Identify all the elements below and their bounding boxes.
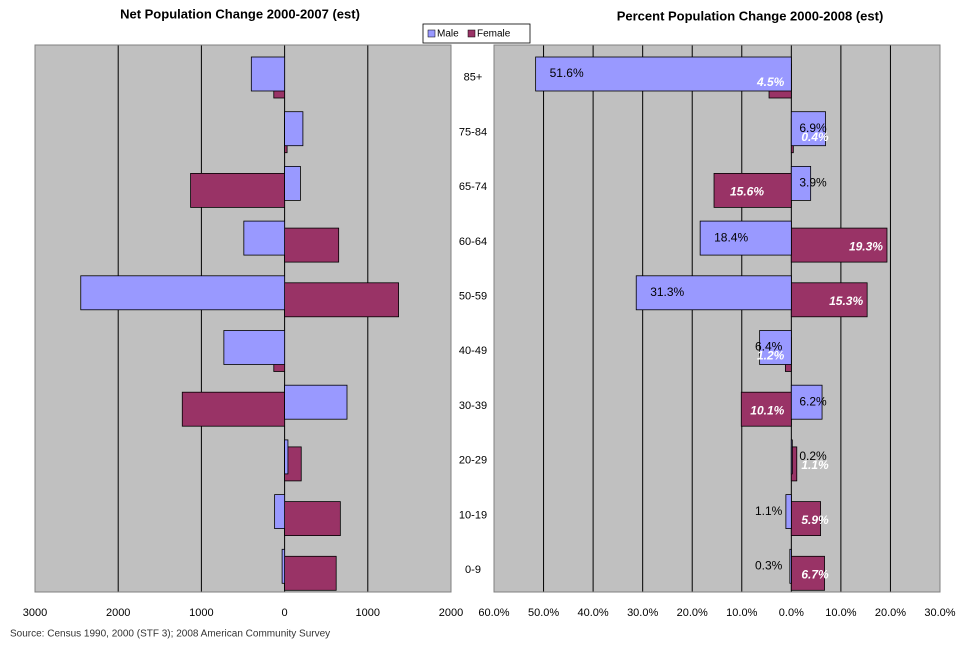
bar bbox=[284, 501, 341, 537]
category-label: 40-49 bbox=[459, 345, 487, 357]
value-label: 15.3% bbox=[829, 294, 863, 308]
x-tick-label: 2000 bbox=[106, 607, 130, 619]
category-label: 0-9 bbox=[465, 564, 481, 576]
legend bbox=[422, 23, 531, 44]
x-tick-label: 1000 bbox=[356, 607, 380, 619]
bar bbox=[790, 555, 825, 591]
bar bbox=[284, 439, 289, 475]
value-label: 10.1% bbox=[750, 403, 784, 417]
x-tick-label: 3000 bbox=[23, 607, 47, 619]
chart-title: Percent Population Change 2000-2008 (est… bbox=[617, 8, 884, 23]
bar bbox=[699, 220, 792, 256]
category-label: 30-39 bbox=[459, 400, 487, 412]
value-label: 5.9% bbox=[801, 513, 829, 527]
value-label: 1.1% bbox=[755, 504, 783, 518]
category-label: 65-74 bbox=[459, 181, 487, 193]
category-label: 85+ bbox=[464, 72, 483, 84]
category-label: 75-84 bbox=[459, 126, 487, 138]
category-label: 10-19 bbox=[459, 509, 487, 521]
value-label: 1.1% bbox=[801, 458, 829, 472]
legend-label: Female bbox=[477, 29, 511, 40]
bar bbox=[284, 282, 399, 318]
chart-title: Net Population Change 2000-2007 (est) bbox=[120, 6, 360, 21]
bar bbox=[243, 220, 286, 256]
plot-background bbox=[494, 45, 940, 592]
legend-swatch bbox=[427, 29, 436, 38]
value-label: 1.2% bbox=[757, 349, 785, 363]
x-tick-label: 10.0% bbox=[825, 607, 856, 619]
category-label: 60-64 bbox=[459, 236, 487, 248]
source-note: Source: Census 1990, 2000 (STF 3); 2008 … bbox=[10, 629, 330, 640]
bar bbox=[284, 111, 304, 147]
bar bbox=[190, 172, 285, 208]
x-tick-label: 40.0% bbox=[578, 607, 609, 619]
x-tick-label: 2000 bbox=[439, 607, 463, 619]
bar bbox=[284, 555, 337, 591]
legend-swatch bbox=[467, 29, 476, 38]
value-label: 6.4% bbox=[755, 340, 783, 354]
bar bbox=[790, 227, 888, 263]
x-tick-label: 1000 bbox=[189, 607, 213, 619]
x-tick-label: 50.0% bbox=[528, 607, 559, 619]
value-label: 3.9% bbox=[799, 176, 827, 190]
bar bbox=[790, 282, 868, 318]
x-tick-label: 60.0% bbox=[478, 607, 509, 619]
legend-box bbox=[422, 23, 531, 44]
value-label: 6.2% bbox=[799, 394, 827, 408]
bar bbox=[223, 330, 285, 365]
value-label: 6.9% bbox=[799, 121, 827, 135]
bar bbox=[284, 227, 340, 263]
x-tick-label: 0 bbox=[282, 607, 288, 619]
value-label: 0.2% bbox=[799, 449, 827, 463]
legend-label: Male bbox=[437, 29, 459, 40]
bar bbox=[250, 56, 286, 92]
bar bbox=[535, 56, 792, 92]
bar bbox=[759, 330, 792, 365]
value-label: 0.3% bbox=[755, 558, 783, 572]
bar bbox=[790, 111, 826, 147]
x-tick-label: 30.0% bbox=[627, 607, 658, 619]
bar bbox=[789, 548, 792, 584]
value-label: 51.6% bbox=[550, 66, 584, 80]
x-tick-label: 0.0% bbox=[779, 607, 804, 619]
x-tick-label: 20.0% bbox=[875, 607, 906, 619]
bar bbox=[785, 494, 792, 530]
bar bbox=[284, 165, 301, 201]
category-label: 20-29 bbox=[459, 455, 487, 467]
bar bbox=[790, 439, 793, 475]
bar bbox=[790, 165, 812, 201]
x-tick-label: 20.0% bbox=[677, 607, 708, 619]
value-label: 6.7% bbox=[801, 567, 829, 581]
value-label: 0.4% bbox=[801, 130, 829, 144]
bar bbox=[281, 548, 286, 584]
bar bbox=[635, 275, 792, 311]
value-label: 19.3% bbox=[849, 239, 883, 253]
plot-border bbox=[493, 44, 941, 593]
bar bbox=[284, 384, 348, 420]
bar bbox=[274, 494, 285, 530]
plot-border bbox=[34, 44, 452, 593]
x-tick-label: 30.0% bbox=[924, 607, 955, 619]
bar bbox=[80, 275, 285, 311]
bar bbox=[181, 391, 285, 427]
value-label: 15.6% bbox=[730, 185, 764, 199]
value-label: 4.5% bbox=[756, 75, 785, 89]
category-label: 50-59 bbox=[459, 291, 487, 303]
x-tick-label: 10.0% bbox=[726, 607, 757, 619]
value-label: 31.3% bbox=[650, 285, 684, 299]
bar bbox=[790, 384, 823, 420]
plot-background bbox=[35, 45, 451, 592]
bar bbox=[740, 391, 792, 427]
value-label: 18.4% bbox=[714, 230, 748, 244]
